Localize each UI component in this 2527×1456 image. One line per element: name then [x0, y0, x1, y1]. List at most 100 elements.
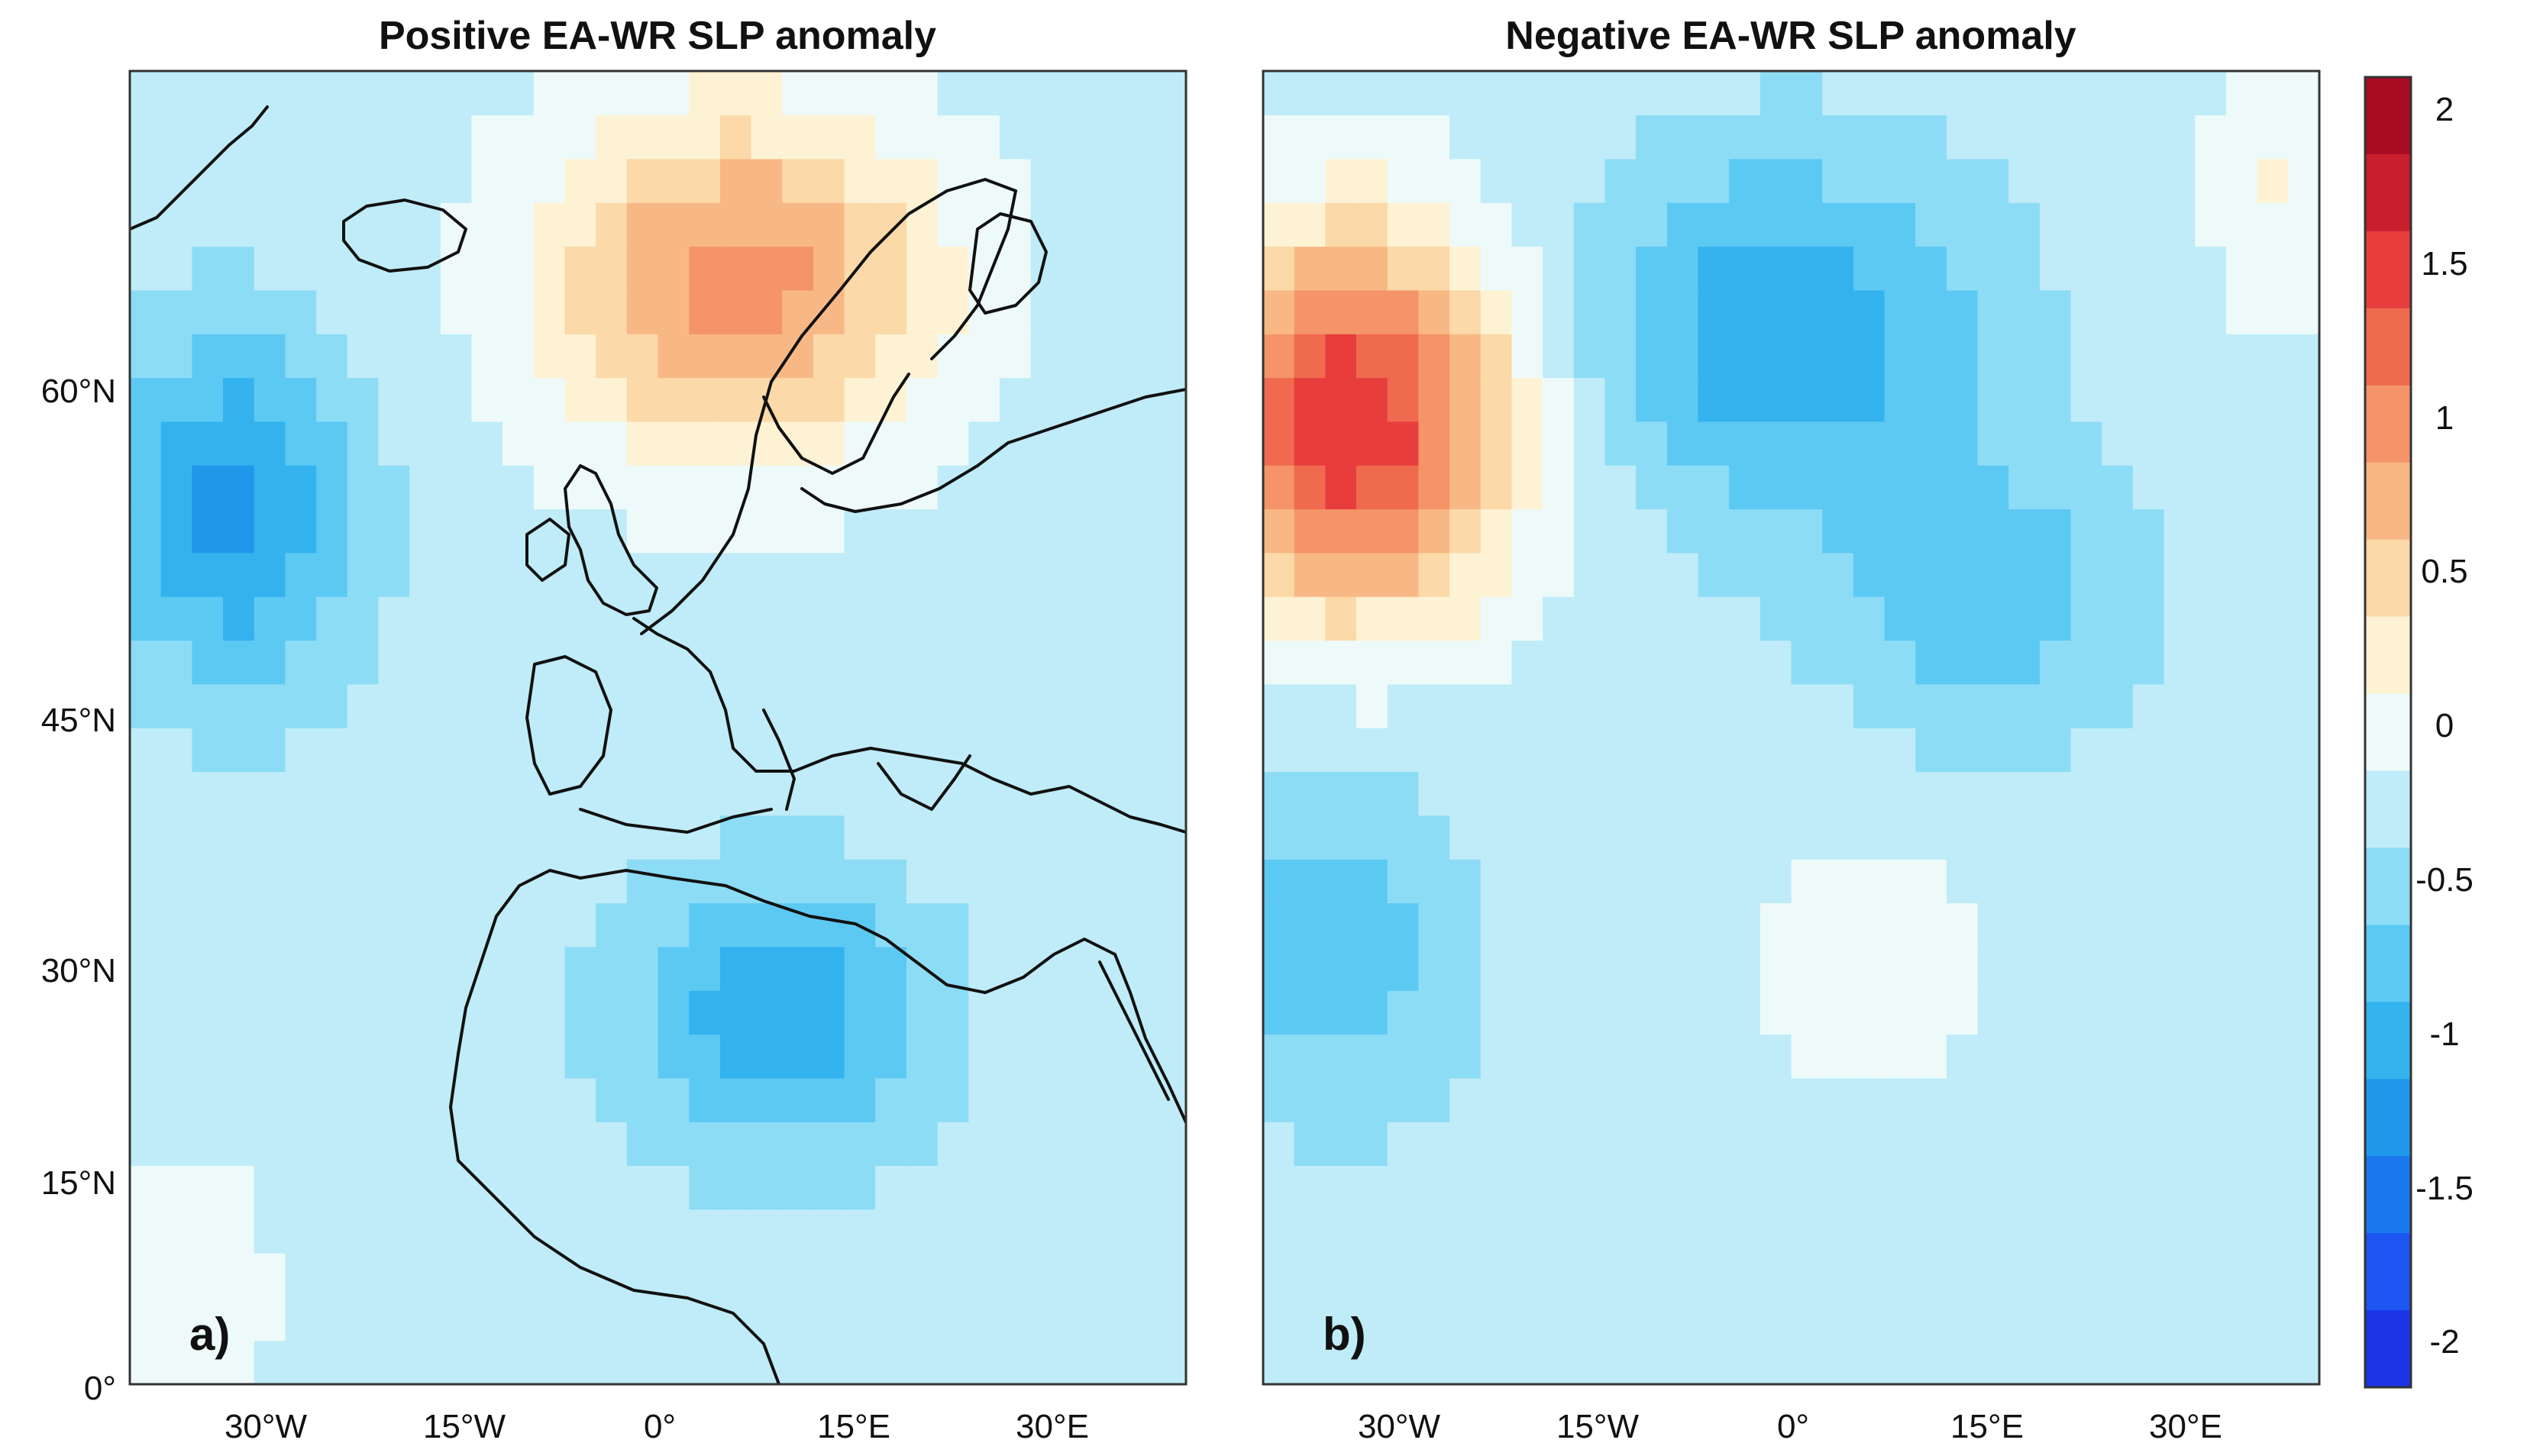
grid-cell	[2226, 640, 2258, 685]
grid-cell	[2226, 990, 2258, 1035]
grid-cell	[1511, 465, 1543, 510]
grid-cell	[596, 1296, 628, 1341]
grid-cell	[937, 246, 970, 291]
grid-cell	[347, 421, 380, 466]
grid-cell	[1543, 946, 1575, 991]
grid-cell	[2132, 115, 2165, 160]
grid-cell	[1356, 771, 1388, 816]
grid-cell	[1062, 552, 1094, 597]
grid-cell	[1636, 1253, 1668, 1298]
grid-cell	[658, 552, 690, 597]
grid-cell	[719, 421, 752, 466]
grid-cell	[1915, 683, 1947, 728]
grid-cell	[192, 1209, 224, 1254]
grid-cell	[844, 1122, 877, 1167]
grid-cell	[1449, 377, 1482, 422]
grid-cell	[1853, 552, 1886, 597]
colorbar-tick-2: 2	[2435, 91, 2454, 128]
grid-cell	[875, 1165, 907, 1210]
grid-cell	[1480, 115, 1513, 160]
grid-cell	[1123, 728, 1156, 773]
grid-cell	[160, 289, 193, 334]
grid-cell	[2226, 1340, 2258, 1384]
grid-cell	[347, 596, 380, 641]
grid-cell	[999, 377, 1032, 422]
grid-cell	[875, 683, 907, 728]
grid-cell	[1698, 71, 1730, 116]
grid-cell	[1387, 815, 1420, 860]
grid-cell	[1325, 246, 1357, 291]
grid-cell	[2039, 1034, 2072, 1079]
grid-cell	[2226, 1077, 2258, 1122]
grid-cell	[1511, 334, 1543, 379]
grid-cell	[2070, 902, 2103, 948]
grid-cell	[1946, 1209, 1979, 1254]
grid-cell	[1666, 334, 1699, 379]
grid-cell	[254, 771, 286, 816]
grid-cell	[1356, 202, 1388, 247]
grid-cell	[937, 902, 970, 948]
grid-cell	[2226, 1165, 2258, 1210]
grid-cell	[1915, 71, 1947, 116]
grid-cell	[1418, 1077, 1450, 1122]
grid-cell	[1325, 377, 1357, 422]
grid-cell	[440, 902, 473, 948]
grid-cell	[2226, 115, 2258, 160]
grid-cell	[1666, 683, 1699, 728]
grid-cell	[844, 596, 877, 641]
grid-cell	[254, 508, 286, 554]
grid-cell	[409, 1209, 441, 1254]
grid-cell	[1666, 202, 1699, 247]
grid-cell	[1543, 728, 1575, 773]
grid-cell	[1387, 1165, 1420, 1210]
grid-cell	[502, 1077, 535, 1122]
grid-cell	[782, 1077, 814, 1122]
grid-cell	[1729, 202, 1761, 247]
grid-cell	[813, 421, 845, 466]
grid-cell	[1977, 377, 2010, 422]
grid-cell	[1325, 1034, 1357, 1079]
grid-cell	[2070, 640, 2103, 685]
grid-cell	[1418, 1296, 1450, 1341]
grid-cell	[533, 859, 566, 904]
grid-cell	[378, 1209, 410, 1254]
grid-cell	[1729, 1296, 1761, 1341]
grid-cell	[2070, 377, 2103, 422]
grid-cell	[1698, 1122, 1730, 1167]
grid-cell	[285, 71, 317, 116]
grid-cell	[844, 1340, 877, 1384]
grid-cell	[689, 465, 721, 510]
grid-cell	[1666, 158, 1699, 203]
grid-cell	[2195, 683, 2227, 728]
grid-cell	[968, 115, 1000, 160]
grid-cell	[1263, 596, 1295, 641]
grid-cell	[1093, 1077, 1125, 1122]
grid-cell	[813, 202, 845, 247]
grid-cell	[130, 115, 162, 160]
grid-cell	[440, 71, 473, 116]
grid-cell	[813, 115, 845, 160]
grid-cell	[937, 1296, 970, 1341]
grid-cell	[1418, 728, 1450, 773]
grid-cell	[844, 640, 877, 685]
grid-cell	[1698, 1165, 1730, 1210]
grid-cell	[2008, 859, 2041, 904]
grid-cell	[316, 552, 348, 597]
grid-cell	[1123, 115, 1156, 160]
grid-cell	[192, 640, 224, 685]
grid-cell	[999, 815, 1032, 860]
grid-cell	[1356, 71, 1388, 116]
grid-cell	[192, 289, 224, 334]
grid-cell	[1511, 640, 1543, 685]
grid-cell	[2226, 158, 2258, 203]
grid-cell	[658, 158, 690, 203]
grid-cell	[596, 1077, 628, 1122]
grid-cell	[347, 859, 380, 904]
grid-cell	[1294, 728, 1327, 773]
grid-cell	[596, 202, 628, 247]
grid-cell	[813, 990, 845, 1035]
grid-cell	[813, 683, 845, 728]
grid-cell	[1698, 1209, 1730, 1254]
grid-cell	[968, 1296, 1000, 1341]
grid-cell	[1884, 1253, 1916, 1298]
